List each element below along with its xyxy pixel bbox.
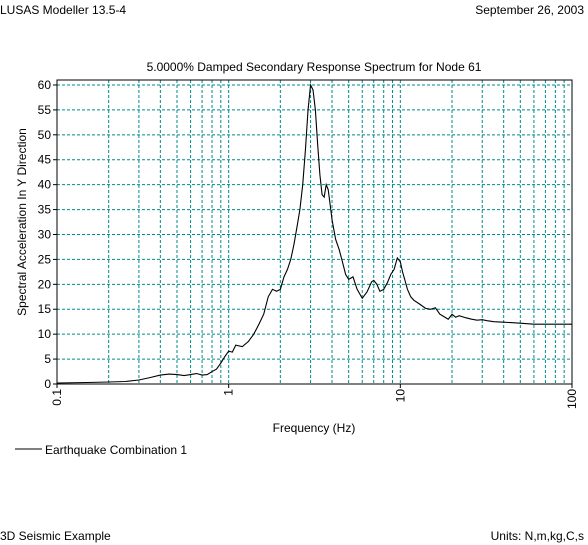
y-tick-label: 55 xyxy=(38,103,52,117)
y-tick-label: 15 xyxy=(38,302,52,316)
legend: Earthquake Combination 1 xyxy=(15,443,187,457)
x-tick-label: 100 xyxy=(565,389,579,409)
y-axis-ticks: 0 5 10 15 20 25 30 35 40 45 50 55 60 xyxy=(38,78,57,391)
date-label: September 26, 2003 xyxy=(475,3,584,17)
y-tick-label: 60 xyxy=(38,78,52,92)
legend-label: Earthquake Combination 1 xyxy=(45,443,187,457)
y-tick-label: 50 xyxy=(38,128,52,142)
y-axis-label: Spectral Acceleration In Y Direction xyxy=(15,128,29,316)
y-tick-label: 40 xyxy=(38,178,52,192)
y-tick-label: 30 xyxy=(38,227,52,241)
x-axis-ticks: 0.1 1 10 100 xyxy=(50,384,579,409)
y-tick-label: 20 xyxy=(38,277,52,291)
y-tick-label: 0 xyxy=(44,377,51,391)
plot-frame xyxy=(56,79,573,385)
chart-title: 5.0000% Damped Secondary Response Spectr… xyxy=(147,60,482,74)
x-tick-label: 1 xyxy=(222,389,236,396)
y-tick-label: 10 xyxy=(38,327,52,341)
y-tick-label: 25 xyxy=(38,252,52,266)
y-tick-label: 45 xyxy=(38,153,52,167)
x-tick-label: 10 xyxy=(393,389,407,403)
x-tick-label: 0.1 xyxy=(50,389,64,406)
series-line-earthquake-combination-1 xyxy=(56,83,572,384)
y-tick-label: 5 xyxy=(44,352,51,366)
app-version-label: LUSAS Modeller 13.5-4 xyxy=(0,3,127,17)
units-label: Units: N,m,kg,C,s xyxy=(490,529,584,543)
y-tick-label: 35 xyxy=(38,203,52,217)
chart-grid xyxy=(57,80,572,384)
x-axis-label: Frequency (Hz) xyxy=(273,421,356,435)
model-name-label: 3D Seismic Example xyxy=(0,529,111,543)
